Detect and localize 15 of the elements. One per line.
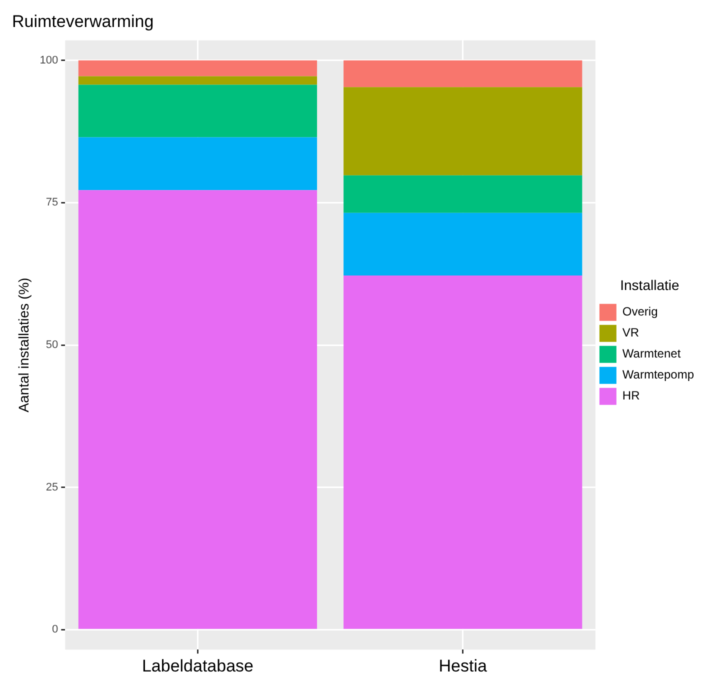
legend-label: Overig	[622, 304, 658, 319]
y-tick-label: 100	[40, 54, 58, 66]
y-tick-label: 75	[46, 196, 58, 209]
legend-label: Warmtepomp	[622, 368, 694, 382]
y-tick-label: 50	[46, 339, 58, 352]
y-tick-label: 25	[46, 481, 58, 494]
legend-label: Warmtenet	[622, 346, 682, 361]
x-tick-label: Labeldatabase	[142, 656, 254, 676]
y-tick-label: 0	[52, 624, 58, 636]
legend-label: VR	[622, 326, 640, 340]
y-axis-title: Aantal installaties (%)	[15, 278, 32, 412]
chart-title: Ruimteverwarming	[12, 12, 154, 31]
legend-label: HR	[622, 388, 640, 403]
legend-title: Installatie	[620, 276, 680, 293]
x-tick-label: Hestia	[438, 656, 488, 676]
